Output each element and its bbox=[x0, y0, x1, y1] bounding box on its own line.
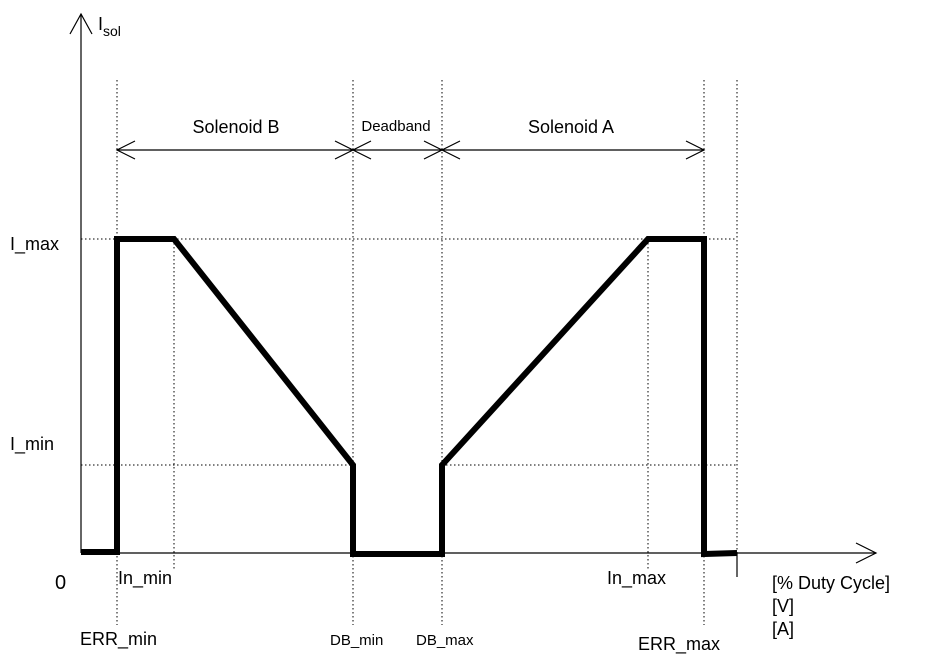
solenoid-b-label: Solenoid B bbox=[192, 117, 279, 137]
in-min-label: In_min bbox=[118, 568, 172, 589]
in-max-label: In_max bbox=[607, 568, 666, 589]
err-max-label: ERR_max bbox=[638, 634, 720, 655]
x-axis-arrow bbox=[855, 542, 878, 564]
origin-label: 0 bbox=[55, 572, 66, 594]
deadband-label: Deadband bbox=[361, 118, 430, 135]
db-min-label: DB_min bbox=[330, 632, 383, 649]
x-unit-amp: [A] bbox=[772, 619, 794, 639]
current-curve bbox=[81, 236, 738, 558]
solenoid-a-arrow-left bbox=[440, 140, 461, 160]
deadband-arrow-left bbox=[351, 140, 372, 160]
y-axis-label: Isol bbox=[98, 14, 121, 39]
imax-label: I_max bbox=[10, 234, 59, 255]
imin-label: I_min bbox=[10, 434, 54, 455]
solenoid-b-arrow-left bbox=[115, 140, 136, 160]
solenoid-a-arrow-right bbox=[685, 140, 706, 160]
x-unit-duty-cycle: [% Duty Cycle] bbox=[772, 573, 890, 593]
solenoid-a-label: Solenoid A bbox=[528, 117, 614, 137]
db-max-label: DB_max bbox=[416, 632, 474, 649]
x-unit-volt: [V] bbox=[772, 596, 794, 616]
err-min-label: ERR_min bbox=[80, 629, 157, 650]
y-axis-arrow bbox=[69, 12, 93, 35]
